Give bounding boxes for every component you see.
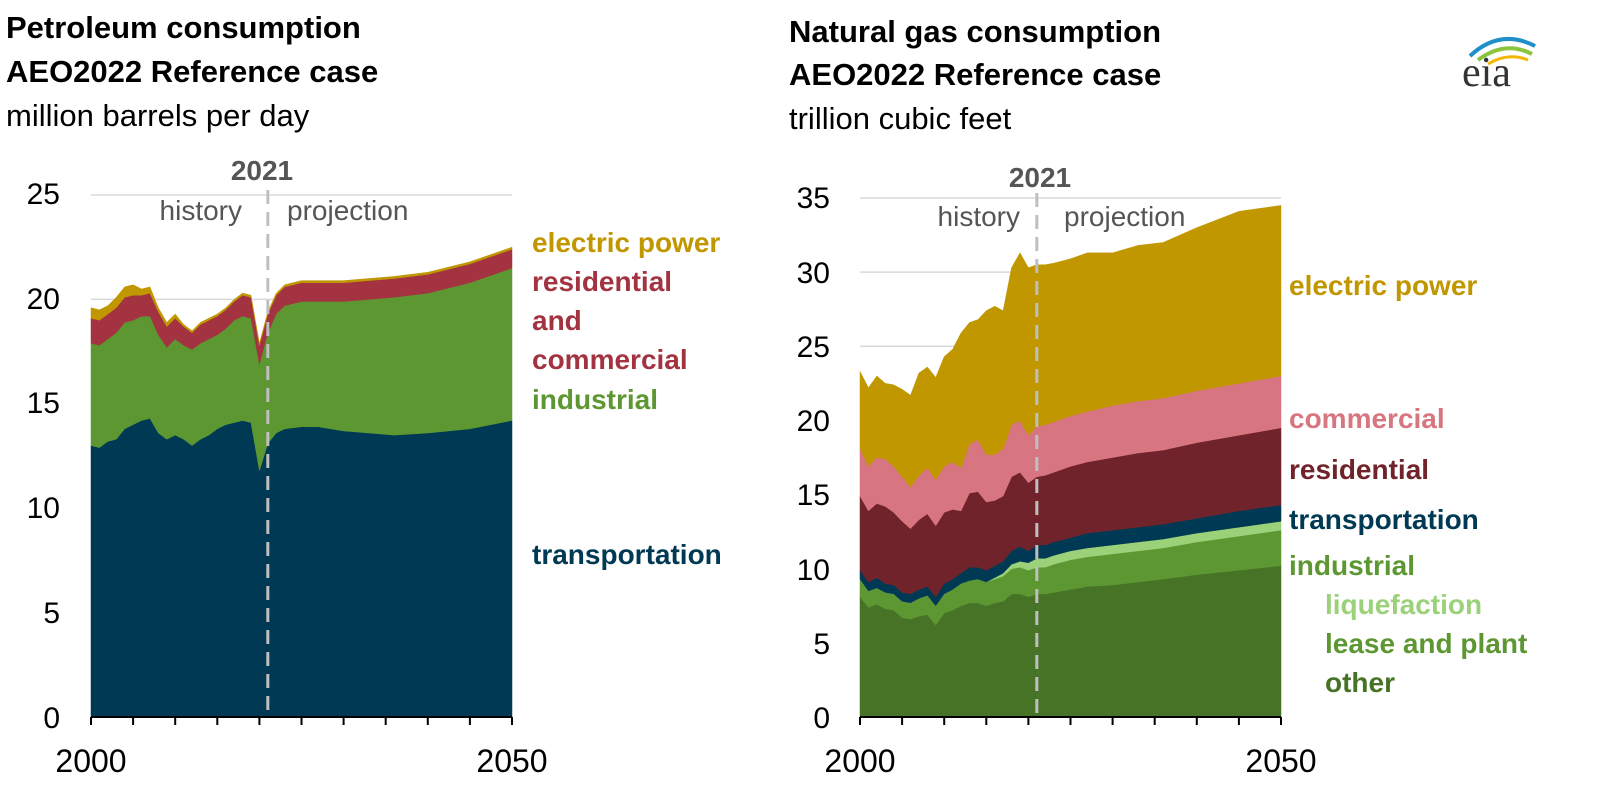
natural-gas-y-tick: 20 [797, 405, 830, 438]
label-electric-power: electric power [532, 227, 720, 258]
natural-gas-projection-label: projection [1064, 201, 1185, 232]
natural-gas-x-tick: 2000 [824, 743, 895, 779]
natural-gas-series-labels: electric power commercial residential tr… [1289, 270, 1527, 698]
petroleum-y-tick: 25 [27, 178, 60, 211]
petroleum-area-electric-power [90, 246, 513, 346]
petroleum-x-tick: 2000 [55, 743, 126, 779]
petroleum-y-tick: 10 [27, 492, 60, 525]
petroleum-x-tick: 2050 [476, 743, 547, 779]
petroleum-history-label: history [160, 195, 242, 226]
petroleum-y-tick: 15 [27, 387, 60, 420]
natural-gas-axes [859, 193, 1282, 725]
natural-gas-y-tick: 5 [813, 628, 830, 661]
label-industrial: industrial [1289, 550, 1415, 581]
petroleum-unit: million barrels per day [6, 98, 310, 133]
label-commercial: commercial [1289, 403, 1445, 434]
petroleum-divider-year-label: 2021 [231, 155, 293, 186]
natural-gas-chart: Natural gas consumption AEO2022 Referenc… [789, 14, 1527, 779]
natural-gas-areas [859, 205, 1282, 718]
natural-gas-y-tick: 35 [797, 182, 830, 215]
label-transportation: transportation [532, 539, 722, 570]
natural-gas-divider-year-label: 2021 [1009, 162, 1071, 193]
label-commercial: commercial [532, 344, 688, 375]
natural-gas-title: Natural gas consumption [789, 14, 1161, 49]
natural-gas-subtitle: AEO2022 Reference case [789, 57, 1161, 92]
label-industrial: industrial [532, 384, 658, 415]
label-residential: residential [1289, 454, 1429, 485]
label-other: other [1325, 667, 1395, 698]
natural-gas-history-label: history [938, 201, 1020, 232]
petroleum-chart: Petroleum consumption AEO2022 Reference … [6, 10, 722, 779]
petroleum-y-tick: 20 [27, 283, 60, 316]
natural-gas-y-tick-labels: 0 5 10 15 20 25 30 35 [797, 182, 830, 735]
petroleum-projection-label: projection [287, 195, 408, 226]
natural-gas-y-tick: 10 [797, 554, 830, 587]
label-transportation: transportation [1289, 504, 1479, 535]
petroleum-title: Petroleum consumption [6, 10, 361, 45]
label-lease-and-plant: lease and plant [1325, 628, 1527, 659]
label-residential: residential [532, 266, 672, 297]
natural-gas-y-tick: 0 [813, 702, 830, 735]
eia-logo-text: eia [1462, 50, 1511, 96]
label-electric-power: electric power [1289, 270, 1477, 301]
petroleum-area-transportation [90, 418, 513, 718]
natural-gas-unit: trillion cubic feet [789, 101, 1012, 136]
natural-gas-y-tick: 15 [797, 479, 830, 512]
label-liquefaction: liquefaction [1325, 589, 1482, 620]
petroleum-areas [90, 246, 513, 718]
eia-logo: eia [1462, 37, 1536, 96]
petroleum-axes [90, 190, 513, 725]
petroleum-series-labels: electric power residential and commercia… [532, 227, 722, 570]
natural-gas-y-tick: 30 [797, 257, 830, 290]
natural-gas-x-tick: 2050 [1245, 743, 1316, 779]
natural-gas-y-tick: 25 [797, 331, 830, 364]
petroleum-y-tick: 0 [43, 702, 60, 735]
label-and: and [532, 305, 582, 336]
natural-gas-area-electric-power [859, 205, 1282, 488]
petroleum-subtitle: AEO2022 Reference case [6, 54, 378, 89]
petroleum-y-tick-labels: 0 5 10 15 20 25 [27, 178, 60, 735]
petroleum-y-tick: 5 [43, 597, 60, 630]
eia-logo-arc-icon [1468, 37, 1536, 66]
